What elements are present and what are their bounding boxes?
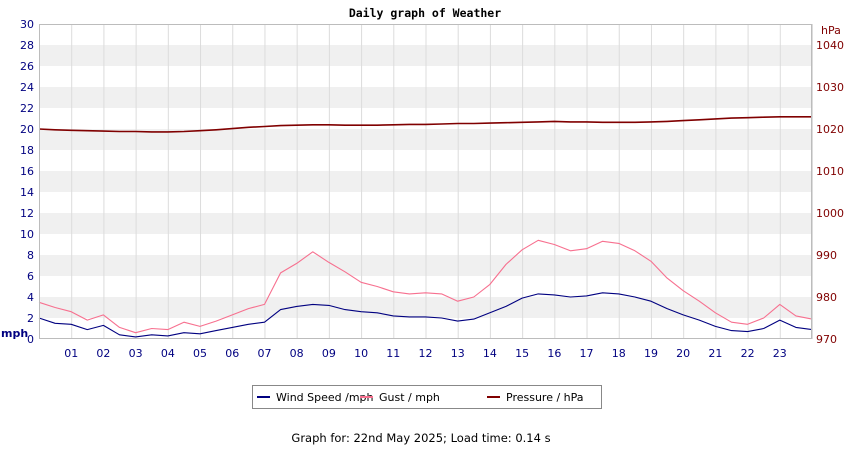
x-tick-label: 21: [708, 347, 722, 360]
left-tick-label: 16: [20, 165, 34, 178]
left-tick-label: 20: [20, 123, 34, 136]
right-tick-label: 1000: [816, 207, 844, 220]
x-tick-label: 03: [129, 347, 143, 360]
x-tick-label: 22: [741, 347, 755, 360]
right-tick-label: 1010: [816, 165, 844, 178]
x-tick-label: 10: [354, 347, 368, 360]
x-tick-label: 06: [225, 347, 239, 360]
left-tick-label: 26: [20, 60, 34, 73]
right-tick-label: 1040: [816, 39, 844, 52]
left-tick-label: 24: [20, 81, 34, 94]
right-tick-label: 1030: [816, 81, 844, 94]
left-tick-label: 30: [20, 18, 34, 31]
gust-line: [38, 239, 813, 334]
pressure-line: [38, 116, 812, 133]
wind-speed-line: [38, 292, 813, 338]
x-tick-label: 08: [290, 347, 304, 360]
x-tick-label: 15: [515, 347, 529, 360]
left-tick-label: 18: [20, 144, 34, 157]
legend: Wind Speed /mph Gust / mph Pressure / hPa: [252, 385, 602, 409]
x-tick-label: 01: [64, 347, 78, 360]
right-axis-ticks: 970 980 990 1000 1010 1020 1030 1040: [816, 39, 844, 346]
x-tick-label: 17: [580, 347, 594, 360]
left-tick-label: 10: [20, 228, 34, 241]
vertical-gridlines: [39, 24, 813, 339]
x-tick-label: 12: [419, 347, 433, 360]
plot-frame: [39, 24, 812, 339]
chart-title: Daily graph of Weather: [349, 6, 501, 20]
x-tick-label: 16: [547, 347, 561, 360]
left-tick-label: 14: [20, 186, 34, 199]
right-tick-label: 1020: [816, 123, 844, 136]
x-tick-label: 07: [257, 347, 271, 360]
series-layer: [38, 116, 813, 338]
x-tick-label: 02: [96, 347, 110, 360]
x-tick-label: 23: [773, 347, 787, 360]
chart-footer: Graph for: 22nd May 2025; Load time: 0.1…: [291, 431, 550, 445]
right-axis-unit: hPa: [821, 24, 841, 37]
x-axis-ticks: 01 02 03 04 05 06 07 08 09 10 11 12 13 14 15 16 17 18 19 20…: [64, 347, 787, 360]
x-tick-label: 13: [451, 347, 465, 360]
legend-label: Pressure / hPa: [506, 391, 584, 404]
legend-label: Wind Speed /mph: [276, 391, 374, 404]
left-tick-label: 0: [27, 333, 34, 346]
x-tick-label: 11: [386, 347, 400, 360]
legend-box: [252, 385, 602, 409]
left-tick-label: 22: [20, 102, 34, 115]
left-tick-label: 8: [27, 249, 34, 262]
right-tick-label: 970: [816, 333, 837, 346]
x-tick-label: 09: [322, 347, 336, 360]
left-tick-label: 28: [20, 39, 34, 52]
left-tick-label: 6: [27, 270, 34, 283]
legend-label: Gust / mph: [379, 391, 440, 404]
x-tick-label: 14: [483, 347, 497, 360]
x-tick-label: 20: [676, 347, 690, 360]
x-tick-label: 19: [644, 347, 658, 360]
left-tick-label: 12: [20, 207, 34, 220]
x-tick-label: 04: [161, 347, 175, 360]
x-tick-label: 05: [193, 347, 207, 360]
left-axis-unit: mph: [1, 327, 28, 340]
right-tick-label: 990: [816, 249, 837, 262]
x-tick-label: 18: [612, 347, 626, 360]
left-tick-label: 2: [27, 312, 34, 325]
left-tick-label: 4: [27, 291, 34, 304]
right-tick-label: 980: [816, 291, 837, 304]
